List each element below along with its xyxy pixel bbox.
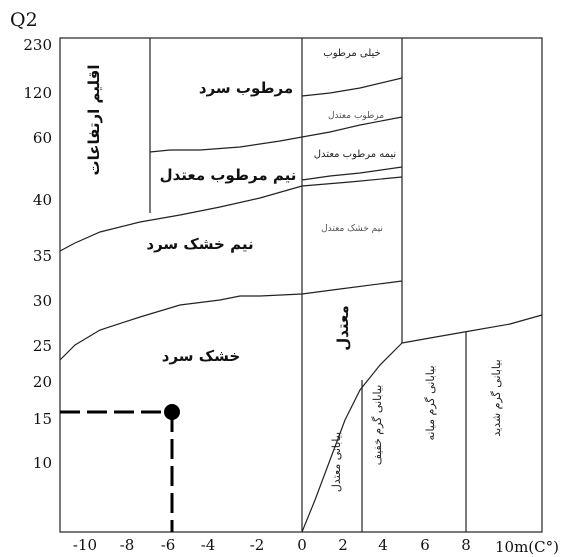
x-tick-label: -10 bbox=[73, 536, 97, 554]
zone-label-semi-humid-temperate-small: نیمه مرطوب معتدل bbox=[314, 149, 396, 160]
boundary-very-humid-bottom bbox=[301, 77, 403, 97]
y-ticks: 230 120 60 40 35 30 25 20 15 10 bbox=[23, 36, 52, 472]
boundary-humid-cold-bottom bbox=[149, 116, 403, 153]
zone-label-desert-warm-moderate: بیابانی گرم میانه bbox=[424, 365, 437, 440]
y-tick-label: 230 bbox=[23, 36, 52, 54]
boundary-semi-arid-cold-top bbox=[59, 176, 403, 252]
y-tick-label: 20 bbox=[33, 373, 52, 391]
x-tick-label: 8 bbox=[461, 536, 471, 554]
y-tick-label: 35 bbox=[33, 247, 52, 265]
y-tick-label: 120 bbox=[23, 84, 52, 102]
y-tick-label: 10 bbox=[33, 454, 52, 472]
zone-label-humid-cold: مرطوب سرد bbox=[199, 79, 293, 97]
zone-label-semi-arid-temperate: نیم خشک معتدل bbox=[321, 224, 383, 234]
zone-label-semi-arid-cold: نیم خشک سرد bbox=[146, 235, 253, 253]
x-tick-label: -6 bbox=[161, 536, 176, 554]
plot-frame bbox=[59, 37, 543, 533]
x-tick-label: 4 bbox=[378, 536, 388, 554]
y-tick-label: 25 bbox=[33, 337, 52, 355]
boundary-desert-top bbox=[401, 314, 543, 344]
zone-boundaries bbox=[59, 38, 543, 533]
boundary-temperate-bottom bbox=[301, 342, 403, 533]
zone-label-humid-temperate: مرطوب معتدل bbox=[328, 111, 384, 121]
zone-label-highlands: اقلیم ارتفاعات bbox=[85, 65, 103, 176]
y-tick-label: 30 bbox=[33, 292, 52, 310]
x-tick-label: -4 bbox=[201, 536, 216, 554]
zone-label-arid-cold: خشک سرد bbox=[162, 347, 240, 365]
zone-label-very-humid: خیلی مرطوب bbox=[323, 48, 380, 59]
boundary-semi-humid-small-bottom bbox=[301, 166, 403, 181]
y-tick-label: 15 bbox=[33, 410, 52, 428]
marked-point bbox=[164, 404, 180, 420]
x-ticks: -10 -8 -6 -4 -2 0 2 4 6 8 10m(C°) bbox=[73, 536, 559, 556]
zone-label-desert-temperate: بیابانی معتدل bbox=[330, 432, 343, 492]
marked-point-group bbox=[60, 404, 180, 532]
x-tick-label: 2 bbox=[338, 536, 348, 554]
y-tick-label: 60 bbox=[33, 129, 52, 147]
x-tick-label: -2 bbox=[250, 536, 265, 554]
zone-label-desert-mild-warm: بیابانی گرم خفیف bbox=[371, 385, 384, 466]
y-axis-label: Q2 bbox=[10, 9, 38, 31]
x-axis-label: 10m(C°) bbox=[495, 538, 559, 556]
x-tick-label: -8 bbox=[120, 536, 135, 554]
y-tick-label: 40 bbox=[33, 191, 52, 209]
x-tick-label: 0 bbox=[297, 536, 307, 554]
zone-label-temperate: معتدل bbox=[334, 305, 352, 351]
zone-label-semi-humid-temperate: نیم مرطوب معتدل bbox=[160, 166, 297, 184]
zone-label-desert-warm-severe: بیابانی گرم شدید bbox=[490, 359, 503, 436]
zone-labels: اقلیم ارتفاعات مرطوب سرد خیلی مرطوب مرطو… bbox=[85, 48, 503, 492]
boundary-arid-cold-top bbox=[59, 280, 403, 361]
x-tick-label: 6 bbox=[420, 536, 430, 554]
